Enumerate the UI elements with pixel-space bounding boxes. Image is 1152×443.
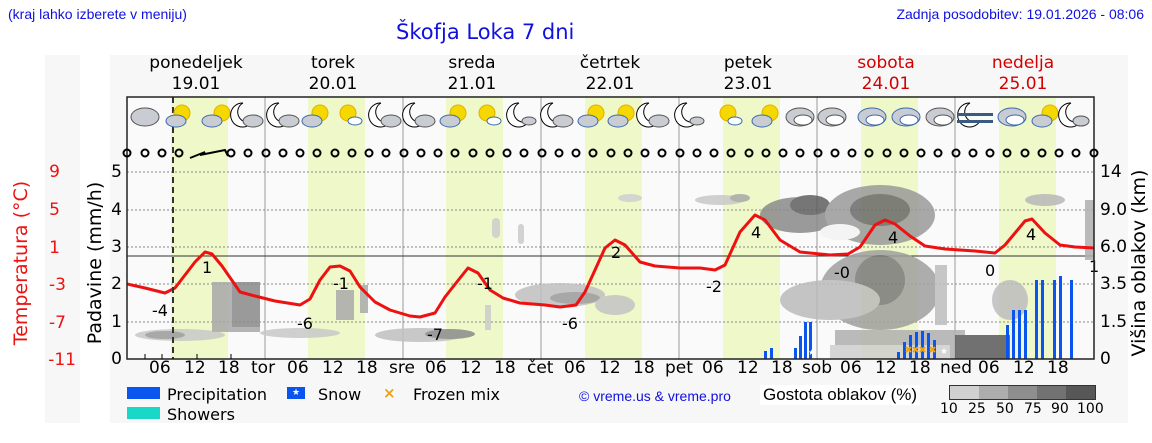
svg-text:-6: -6 <box>562 314 578 333</box>
day-label-thu: četrtek 22.01 <box>579 53 641 94</box>
day-label-wed: sreda 21.01 <box>447 53 497 94</box>
temp-tick: 1 <box>49 238 60 258</box>
svg-text:-0: -0 <box>834 263 850 282</box>
cloud-height-tick: 0 <box>1100 349 1111 369</box>
day-label-sun: nedelja 25.01 <box>991 53 1055 94</box>
day-label-sat: sobota 24.01 <box>857 53 915 94</box>
copyright-link[interactable]: © vreme.us & vreme.pro <box>579 388 731 404</box>
frozen-mix-markers <box>905 346 936 353</box>
last-update: Zadnja posodobitev: 19.01.2026 - 08:06 <box>896 6 1144 22</box>
day-label-tue: torek 20.01 <box>308 53 358 94</box>
day-label-mon: ponedeljek 19.01 <box>149 53 243 94</box>
cloud-height-tick: 6.0 <box>1100 237 1128 257</box>
svg-text:-6: -6 <box>297 314 313 333</box>
cloud-density-scale <box>949 385 1096 400</box>
precip-tick: 1 <box>111 312 122 332</box>
snow-star-icon: ★ <box>940 347 948 357</box>
legend-precipitation: Precipitation <box>167 385 268 404</box>
legend-showers: Showers <box>167 405 235 424</box>
region-hint-link[interactable]: (kraj lahko izberete v meniju) <box>8 6 187 22</box>
precip-tick: 3 <box>111 237 122 257</box>
snow-icon: ★ <box>287 387 305 399</box>
day-label-fri: petek 23.01 <box>723 53 773 94</box>
legend-frozen-mix: Frozen mix <box>413 385 501 404</box>
temperature-line <box>126 213 1095 319</box>
cloud-height-tick: 3.5 <box>1100 274 1128 294</box>
svg-text:★: ★ <box>808 348 815 357</box>
temp-tick: -11 <box>48 350 76 370</box>
svg-text:-1: -1 <box>333 274 349 293</box>
svg-text:2: 2 <box>611 243 621 262</box>
precip-tick: 2 <box>111 274 122 294</box>
showers-swatch <box>127 407 160 419</box>
cloud-density <box>135 185 1094 359</box>
svg-text:4: 4 <box>1026 225 1036 244</box>
precip-tick: 5 <box>111 162 122 182</box>
svg-text:4: 4 <box>888 228 898 247</box>
page-title: Škofja Loka 7 dni <box>396 20 575 44</box>
cloud-density-title: Gostota oblakov (%) <box>760 385 921 405</box>
temp-tick: -3 <box>49 275 66 295</box>
temp-tick: 5 <box>49 200 60 220</box>
svg-text:4: 4 <box>751 223 761 242</box>
temp-tick: 9 <box>49 162 60 182</box>
cloud-height-tick: 14 <box>1100 162 1122 182</box>
precip-tick: 0 <box>111 349 122 369</box>
temp-tick: -7 <box>49 313 66 333</box>
precipitation-swatch <box>127 387 160 399</box>
legend-snow: Snow <box>318 385 362 404</box>
cloud-height-tick: 1.5 <box>1100 312 1128 332</box>
svg-text:-7: -7 <box>427 325 443 344</box>
svg-text:-4: -4 <box>152 301 168 320</box>
temp-axis-panel <box>45 55 80 423</box>
temperature-labels: -4 1 -6 -1 -7 -1 -6 2 -2 4 -0 4 0 4 1 <box>152 223 1099 344</box>
weather-icons <box>130 102 1090 128</box>
svg-text:1: 1 <box>202 258 212 277</box>
svg-text:-1: -1 <box>477 274 493 293</box>
precip-tick: 4 <box>111 200 122 220</box>
wind-barb-icon <box>189 148 229 159</box>
cloud-height-tick: 9.0 <box>1100 200 1128 220</box>
svg-text:-2: -2 <box>706 277 722 296</box>
x-axis-ticks: 06 12 18 tor 06 12 18 sre 06 12 18 čet 0… <box>149 358 1069 378</box>
cloud-density-ticks: 10 25 50 75 90 100 <box>940 401 1104 417</box>
svg-text:0: 0 <box>985 261 995 280</box>
frozen-mix-icon: × <box>383 384 396 402</box>
